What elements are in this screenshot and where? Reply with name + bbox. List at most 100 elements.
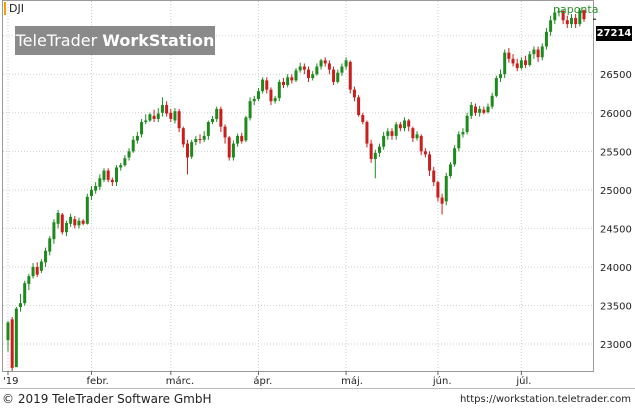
footer: © 2019 TeleTrader Software GmbH https://… bbox=[0, 388, 635, 409]
candle-body bbox=[173, 111, 177, 121]
candle-body bbox=[448, 164, 452, 176]
candle-body bbox=[557, 11, 561, 13]
website-link[interactable]: https://workstation.teletrader.com bbox=[459, 394, 631, 405]
candle-body bbox=[23, 283, 27, 304]
candle-body bbox=[507, 52, 511, 59]
candle-body bbox=[428, 154, 432, 171]
candle-body bbox=[515, 63, 519, 69]
y-tick-label: 24500 bbox=[600, 224, 632, 235]
y-tick-label: 23500 bbox=[600, 301, 632, 312]
candle-body bbox=[290, 77, 294, 81]
y-tick-label: 24000 bbox=[600, 263, 632, 274]
candle-body bbox=[311, 74, 315, 79]
candle-body bbox=[519, 60, 523, 69]
candle-body bbox=[478, 108, 482, 113]
candle-body bbox=[194, 138, 198, 143]
candle-body bbox=[127, 151, 131, 158]
candle-body bbox=[302, 66, 306, 70]
candle-body bbox=[223, 126, 227, 138]
candle-body bbox=[473, 106, 477, 113]
candle-body bbox=[348, 61, 352, 90]
candle-body bbox=[144, 120, 148, 123]
candle-body bbox=[177, 111, 181, 129]
candle-body bbox=[39, 261, 43, 271]
candle-body bbox=[14, 308, 18, 368]
candle-body bbox=[565, 20, 569, 25]
candle-body bbox=[407, 120, 411, 127]
candle-body bbox=[561, 11, 565, 21]
candle-body bbox=[482, 109, 486, 113]
candle-body bbox=[152, 115, 156, 119]
x-tick-label: márc. bbox=[166, 375, 194, 387]
candle-body bbox=[160, 105, 164, 113]
candlestick-chart[interactable]: 23000 23500 24000 24500 25000 25500 26000 26500… bbox=[0, 0, 635, 388]
candle-body bbox=[73, 219, 77, 226]
candle-body bbox=[60, 214, 64, 233]
candle-body bbox=[277, 81, 281, 99]
x-tick-label: júl. bbox=[515, 375, 531, 387]
candle-body bbox=[81, 220, 85, 224]
candle-body bbox=[211, 118, 215, 123]
candle-body bbox=[236, 135, 240, 144]
teletrader-logo: TeleTrader WorkStation bbox=[15, 26, 215, 55]
candle-body bbox=[403, 120, 407, 129]
candle-body bbox=[344, 60, 348, 67]
candle-body bbox=[148, 114, 152, 121]
candle-body bbox=[102, 170, 106, 180]
candle-body bbox=[444, 175, 448, 202]
candle-body bbox=[135, 135, 139, 141]
candle-body bbox=[436, 182, 440, 198]
period-label[interactable]: naponta bbox=[553, 3, 599, 16]
candle-body bbox=[69, 216, 73, 224]
candle-body bbox=[553, 12, 557, 21]
candle-body bbox=[198, 138, 202, 140]
candle-body bbox=[532, 49, 536, 55]
candle-body bbox=[219, 108, 223, 127]
candle-body bbox=[115, 167, 119, 183]
candle-body bbox=[340, 66, 344, 73]
copyright-text: © 2019 TeleTrader Software GmbH bbox=[2, 392, 212, 406]
candle-body bbox=[415, 134, 419, 139]
candle-body bbox=[94, 186, 98, 191]
candle-body bbox=[231, 143, 235, 158]
y-tick-label: 25000 bbox=[600, 186, 632, 197]
candle-body bbox=[27, 276, 31, 284]
candle-body bbox=[165, 105, 169, 114]
candle-body bbox=[315, 66, 319, 75]
candle-body bbox=[294, 70, 298, 81]
candle-body bbox=[544, 31, 548, 47]
candle-body bbox=[48, 238, 52, 252]
candle-body bbox=[64, 223, 68, 233]
candle-body bbox=[398, 124, 402, 129]
x-tick-label: máj. bbox=[341, 375, 363, 387]
candle-body bbox=[185, 143, 189, 158]
candle-body bbox=[323, 60, 327, 64]
candle-body bbox=[373, 152, 377, 160]
candle-body bbox=[44, 250, 48, 263]
candle-body bbox=[56, 212, 60, 224]
logo-brand: TeleTrader bbox=[15, 31, 98, 50]
symbol-label[interactable]: DJI bbox=[4, 2, 24, 15]
candle-body bbox=[419, 135, 423, 152]
candle-body bbox=[469, 105, 473, 116]
candle-body bbox=[369, 143, 373, 160]
candle-body bbox=[582, 10, 586, 20]
x-tick-label: '19 bbox=[3, 376, 18, 387]
candle-body bbox=[106, 170, 110, 180]
logo-product: WorkStation bbox=[102, 31, 215, 50]
candle-body bbox=[511, 58, 515, 64]
y-tick-label: 23000 bbox=[600, 340, 632, 351]
y-tick-label: 25500 bbox=[600, 147, 632, 158]
y-tick-label: 26500 bbox=[600, 70, 632, 81]
candle-body bbox=[110, 179, 114, 183]
candle-body bbox=[190, 142, 194, 157]
candle-body bbox=[457, 134, 461, 149]
candle-body bbox=[123, 158, 127, 166]
candle-body bbox=[386, 131, 390, 136]
candle-body bbox=[256, 91, 260, 99]
candle-body bbox=[578, 10, 582, 25]
candle-body bbox=[131, 139, 135, 152]
candle-body bbox=[227, 137, 231, 158]
candle-body bbox=[85, 196, 89, 224]
